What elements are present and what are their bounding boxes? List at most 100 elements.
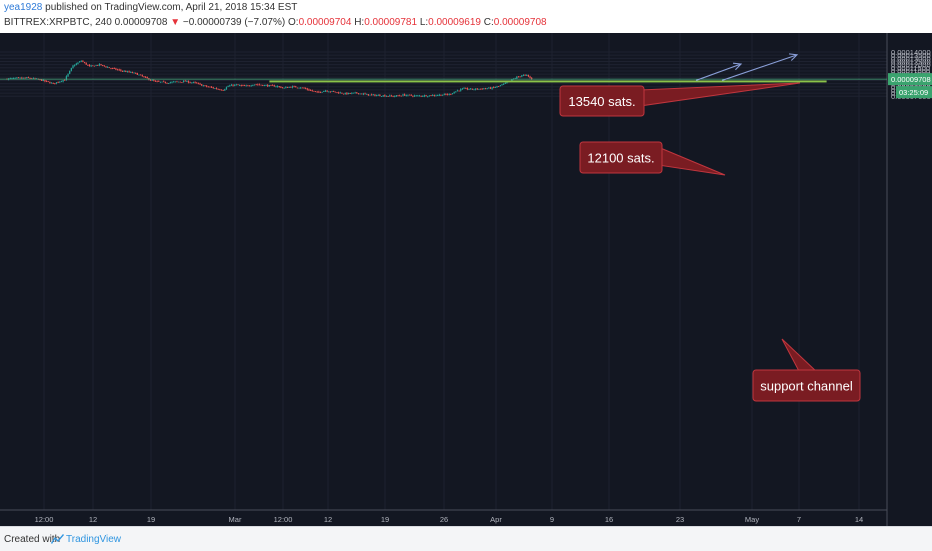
candle-body [201,84,203,86]
candle-body [413,95,416,97]
candle-body [199,83,201,85]
support-channel-box[interactable] [269,80,827,83]
candle-body [72,65,74,69]
candle-body [309,90,312,92]
candle-body [470,88,472,90]
last-price: 0.00009708 [114,17,168,28]
candle-body [484,88,487,90]
candle-body [176,81,178,83]
callout-box [559,85,645,117]
candle-body [473,89,475,91]
annotation-support-channel[interactable]: support channel [752,338,861,402]
candle-body [339,92,341,94]
candle-body [78,61,81,63]
candle-body [154,81,157,82]
target-arrow-line[interactable] [695,63,742,81]
candle-body [275,86,277,88]
candle-body [408,94,411,96]
candle-body [438,94,440,96]
candle-body [280,86,282,88]
candle-body [164,82,167,83]
candle-body [420,95,422,97]
candle-body [281,87,284,89]
candle-body [128,71,130,73]
support-channel-rect[interactable] [269,80,827,83]
candle-body [177,81,180,83]
candle-body [215,88,218,89]
candle-body [338,92,340,94]
candle-body [206,85,208,87]
candle-body [356,92,358,94]
candle-body [222,90,224,91]
candle-body [108,67,110,69]
candle-body [511,79,513,81]
down-triangle-icon: ▼ [170,17,181,28]
candle-body [235,84,237,86]
candle-body [407,94,409,96]
candle-body [138,74,140,76]
candle-body [95,65,97,66]
candle-body [352,92,355,94]
time-tick-label: 12:00 [274,515,293,524]
annotation-13540[interactable]: 13540 sats. [559,82,801,117]
annotation-12100[interactable]: 12100 sats. [579,141,726,176]
candle-body [77,62,79,64]
candle-body [291,86,294,88]
candle-body [237,84,239,86]
candle-body [463,87,465,89]
candle-body [151,80,153,81]
candle-body [504,83,506,84]
callout-box [752,369,861,402]
candle-body [113,68,115,69]
candle-body [410,94,412,96]
candle-body [116,69,119,71]
candle-body [468,89,470,91]
candle-body [318,91,320,93]
author-link[interactable]: yea1928 [4,2,43,13]
candle-body [107,67,109,68]
candle-body [163,81,165,83]
candle-body [268,85,270,87]
candlestick-chart[interactable]: 13540 sats. 12100 sats. support channel 0.… [0,33,932,526]
candle-body [412,95,414,97]
candle-body [319,91,322,93]
candle-body [262,84,264,86]
candle-body [234,84,236,86]
candle-body [306,88,308,90]
candle-body [166,83,168,84]
candle-body [336,92,338,93]
candle-body [11,78,13,79]
tradingview-logo-icon [51,534,64,544]
candle-body [98,63,101,66]
target-arrow-line[interactable] [721,54,798,81]
candle-body [392,95,394,97]
publish-line: yea1928 published on TradingView.com, Ap… [4,2,297,13]
candle-body [466,88,468,90]
candle-body [372,94,374,96]
annotations-group[interactable]: 13540 sats. 12100 sats. support channel [559,82,861,402]
price-tick-label: 0.00011000 [891,67,930,76]
candle-body [308,89,310,91]
high-value: 0.00009781 [364,17,418,28]
tradingview-link[interactable]: TradingView [66,534,122,545]
grid-lines [0,33,887,510]
candle-body [22,77,25,79]
candle-body [435,95,437,97]
high-label: H: [354,17,365,28]
candle-body [62,80,64,82]
candle-body [451,93,454,95]
candle-body [41,79,43,81]
target-arrows[interactable] [695,53,799,81]
candle-body [494,87,497,88]
candle-body [126,71,129,73]
candle-body [140,74,142,76]
candle-body [362,93,365,95]
candle-body [329,91,332,93]
candle-body [478,88,480,90]
candle-body [191,82,193,84]
candle-body [456,90,459,92]
time-tick-label: Mar [229,515,242,524]
candle-body [460,89,462,91]
candle-body [321,91,323,93]
candle-body [103,65,105,67]
